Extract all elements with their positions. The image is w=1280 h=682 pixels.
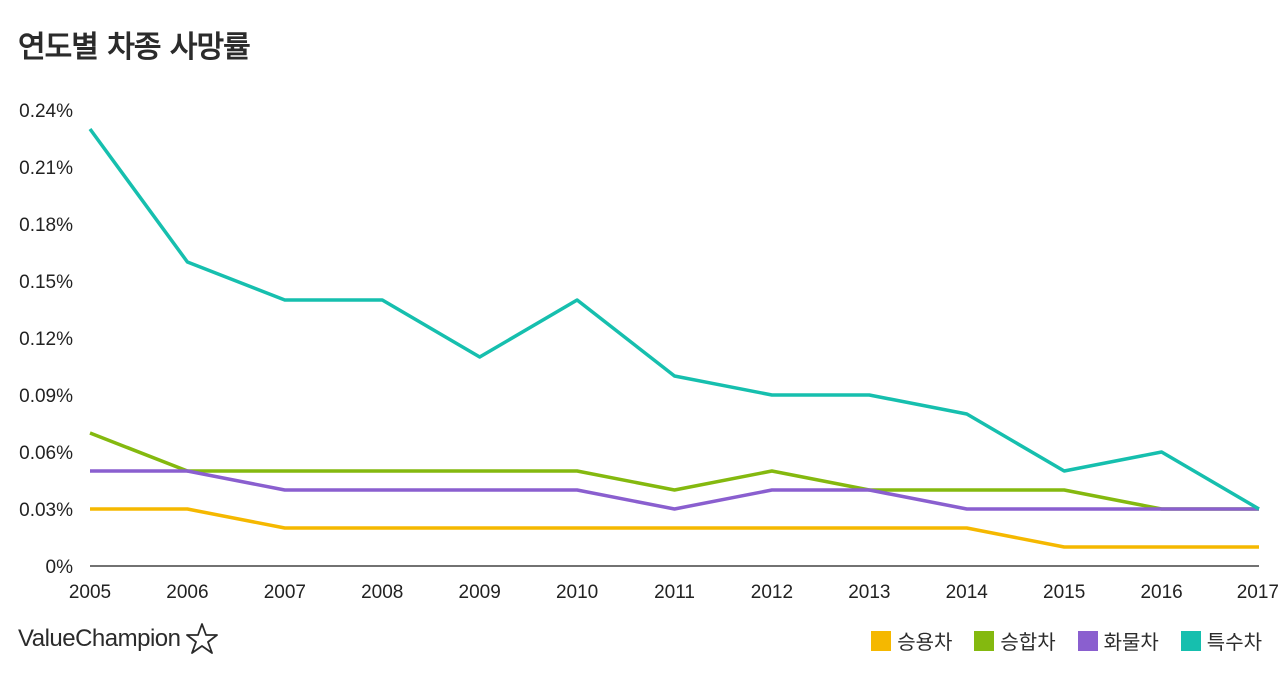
legend-item: 승합차 bbox=[974, 626, 1056, 655]
x-tick-label: 2008 bbox=[361, 582, 403, 603]
legend-item: 화물차 bbox=[1077, 626, 1159, 655]
series-lines bbox=[88, 127, 1260, 549]
y-tick-label: 0.06% bbox=[19, 443, 73, 464]
x-tick-label: 2009 bbox=[459, 582, 501, 603]
y-axis-ticks: 0% 0.03% 0.06% 0.09% 0.12% 0.15% 0.18% 0.21% 0.2… bbox=[19, 101, 73, 578]
y-tick-label: 0% bbox=[46, 557, 74, 578]
x-tick-label: 2010 bbox=[556, 582, 598, 603]
x-tick-label: 2006 bbox=[166, 582, 208, 603]
y-tick-label: 0.24% bbox=[19, 101, 73, 122]
y-tick-label: 0.18% bbox=[19, 215, 73, 236]
y-tick-label: 0.12% bbox=[19, 329, 73, 350]
y-tick-label: 0.21% bbox=[19, 158, 73, 179]
series-line-특수차 bbox=[88, 127, 1260, 511]
brand-name: ValueChampion bbox=[18, 625, 181, 652]
series-line-승용차 bbox=[90, 507, 1259, 549]
legend-swatch bbox=[1077, 630, 1098, 651]
x-tick-label: 2011 bbox=[654, 582, 695, 603]
x-tick-label: 2012 bbox=[751, 582, 793, 603]
x-tick-label: 2017 bbox=[1237, 582, 1279, 603]
legend-item: 승용차 bbox=[871, 626, 952, 655]
x-tick-label: 2007 bbox=[264, 582, 306, 603]
chart-title: 연도별 차종 사망률 bbox=[18, 30, 251, 65]
x-axis-ticks: 2005 2006 2007 2008 2009 2010 2011 2012 2013 2014… bbox=[69, 582, 1279, 603]
legend-swatch bbox=[1180, 630, 1201, 651]
series-line-화물차 bbox=[90, 469, 1259, 511]
legend-label: 화물차 bbox=[1103, 630, 1159, 654]
x-tick-label: 2005 bbox=[69, 582, 111, 603]
line-chart: 0% 0.03% 0.06% 0.09% 0.12% 0.15% 0.18% 0.21% 0.2… bbox=[19, 101, 1279, 603]
x-tick-label: 2014 bbox=[946, 582, 989, 603]
legend: 승용차 승합차 화물차 특수차 bbox=[871, 626, 1262, 655]
y-tick-label: 0.09% bbox=[19, 386, 73, 407]
series-line-승합차 bbox=[89, 431, 1259, 511]
legend-swatch bbox=[974, 630, 995, 651]
y-tick-label: 0.15% bbox=[19, 272, 73, 293]
x-tick-label: 2013 bbox=[848, 582, 890, 603]
x-tick-label: 2016 bbox=[1140, 582, 1182, 603]
legend-item: 특수차 bbox=[1180, 626, 1262, 655]
x-tick-label: 2015 bbox=[1043, 582, 1085, 603]
legend-label: 특수차 bbox=[1206, 630, 1262, 654]
star-outline-icon bbox=[185, 623, 218, 654]
brand-logo: ValueChampion bbox=[18, 622, 219, 656]
legend-label: 승합차 bbox=[1000, 630, 1056, 654]
legend-swatch bbox=[871, 630, 892, 651]
legend-label: 승용차 bbox=[897, 630, 953, 654]
y-tick-label: 0.03% bbox=[19, 500, 73, 521]
